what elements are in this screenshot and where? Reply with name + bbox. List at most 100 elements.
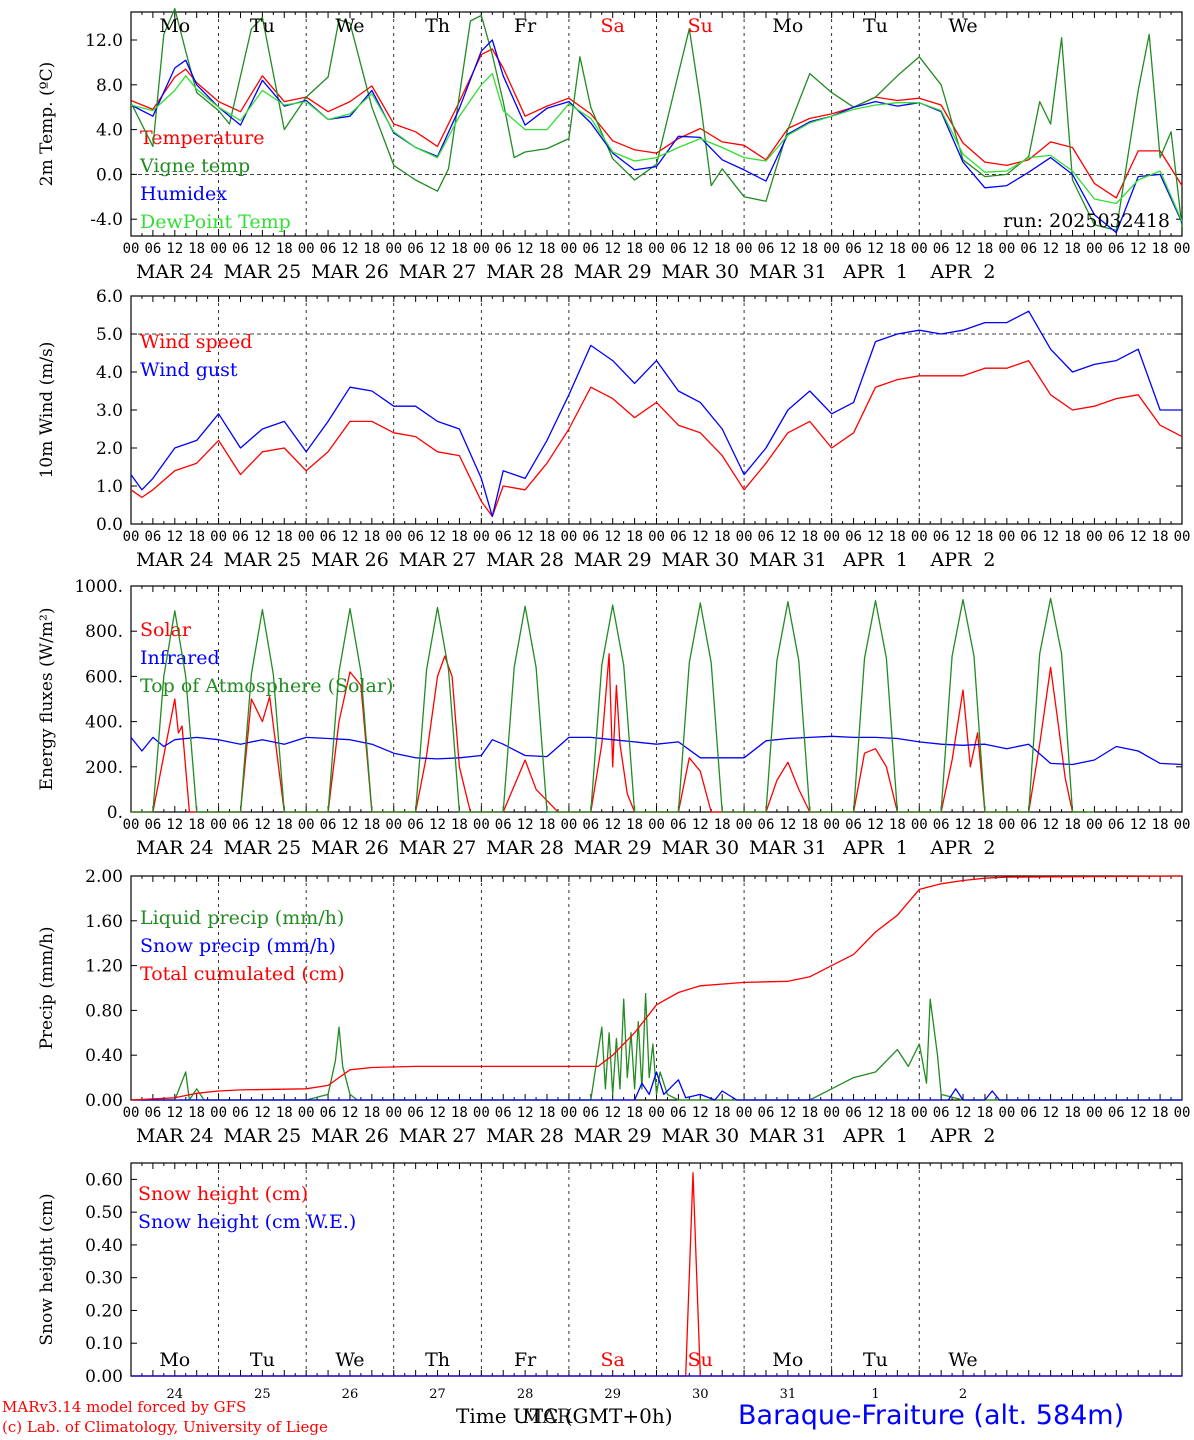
hour-tick-label: 18 bbox=[276, 529, 293, 545]
hour-tick-label: 18 bbox=[889, 817, 906, 833]
hour-tick-label: 12 bbox=[166, 529, 183, 545]
date-label: MAR 31 bbox=[749, 1125, 827, 1147]
date-label: APR 2 bbox=[930, 837, 996, 859]
hour-tick-label: 12 bbox=[1042, 1105, 1059, 1121]
hour-tick-label: 00 bbox=[911, 529, 928, 545]
day-number-label: 24 bbox=[167, 1387, 184, 1402]
date-label: MAR 29 bbox=[574, 1125, 652, 1147]
hour-tick-label: 00 bbox=[473, 241, 490, 257]
date-label: MAR 27 bbox=[399, 261, 477, 283]
day-number-label: 28 bbox=[517, 1387, 534, 1402]
panel-temperature: 12.0 8.0 4.0 0.0 -4.0 2m Temp. (ºC) Temperatur… bbox=[37, 7, 1190, 283]
hour-tick-label: 06 bbox=[407, 529, 424, 545]
date-label: MAR 24 bbox=[136, 261, 214, 283]
y-tick-label: 0.80 bbox=[85, 1001, 123, 1021]
hour-tick-label: 00 bbox=[473, 529, 490, 545]
y-tick-label: 0.50 bbox=[85, 1203, 123, 1223]
hour-tick-label: 00 bbox=[736, 1105, 753, 1121]
hour-tick-label: 18 bbox=[451, 529, 468, 545]
hour-tick-label: 18 bbox=[1152, 1105, 1169, 1121]
hour-tick-label: 12 bbox=[1042, 817, 1059, 833]
hour-tick-label: 18 bbox=[801, 241, 818, 257]
hour-tick-label: 18 bbox=[539, 1105, 556, 1121]
hour-tick-label: 00 bbox=[1174, 1105, 1191, 1121]
weekday-label: Th bbox=[425, 1349, 450, 1371]
hour-tick-label: 12 bbox=[342, 241, 359, 257]
date-label: MAR 24 bbox=[136, 549, 214, 571]
weekday-label: We bbox=[335, 1349, 364, 1371]
hour-tick-label: 12 bbox=[779, 241, 796, 257]
hour-tick-label: 12 bbox=[166, 1105, 183, 1121]
date-label: MAR 28 bbox=[486, 261, 564, 283]
series-line-temperature bbox=[130, 48, 1183, 199]
y-tick-label: -4.0 bbox=[90, 210, 123, 230]
hour-tick-label: 18 bbox=[801, 529, 818, 545]
hour-tick-label: 18 bbox=[801, 817, 818, 833]
hour-tick-label: 06 bbox=[144, 817, 161, 833]
hour-tick-label: 12 bbox=[955, 241, 972, 257]
hour-tick-label: 06 bbox=[670, 817, 687, 833]
hour-tick-label: 00 bbox=[998, 241, 1015, 257]
hour-tick-label: 12 bbox=[517, 817, 534, 833]
hour-tick-label: 06 bbox=[320, 817, 337, 833]
legend-entry: Snow height (cm) bbox=[138, 1183, 308, 1205]
date-label: APR 1 bbox=[842, 261, 908, 283]
hour-tick-label: 18 bbox=[188, 817, 205, 833]
hour-tick-label: 12 bbox=[254, 817, 271, 833]
date-label: APR 2 bbox=[930, 549, 996, 571]
hour-tick-label: 18 bbox=[1152, 241, 1169, 257]
hour-tick-label: 00 bbox=[473, 1105, 490, 1121]
series-line-infrared bbox=[130, 735, 1183, 766]
y-tick-label: 200. bbox=[85, 758, 123, 778]
hour-tick-label: 00 bbox=[1174, 529, 1191, 545]
hour-tick-label: 00 bbox=[823, 241, 840, 257]
hour-tick-label: 06 bbox=[758, 529, 775, 545]
hour-tick-label: 12 bbox=[1130, 241, 1147, 257]
hour-tick-label: 18 bbox=[276, 1105, 293, 1121]
legend-entry: DewPoint Temp bbox=[140, 211, 291, 233]
y-axis-title: Energy fluxes (W/m²) bbox=[37, 608, 57, 791]
date-label: MAR 31 bbox=[749, 261, 827, 283]
hour-tick-label: 12 bbox=[429, 817, 446, 833]
y-tick-label: 0.60 bbox=[85, 1170, 123, 1190]
day-number-label: 26 bbox=[342, 1387, 359, 1402]
y-tick-label: 4.0 bbox=[96, 363, 123, 383]
y-tick-label: 0.0 bbox=[96, 165, 123, 185]
hour-tick-label: 12 bbox=[867, 529, 884, 545]
hour-tick-label: 06 bbox=[933, 529, 950, 545]
hour-tick-label: 06 bbox=[845, 1105, 862, 1121]
y-tick-label: 1000. bbox=[74, 577, 123, 597]
hour-tick-label: 00 bbox=[210, 241, 227, 257]
hour-tick-label: 06 bbox=[320, 241, 337, 257]
hour-tick-label: 06 bbox=[144, 1105, 161, 1121]
hour-tick-label: 00 bbox=[385, 529, 402, 545]
hour-tick-label: 18 bbox=[714, 529, 731, 545]
y-tick-label: 0.30 bbox=[85, 1269, 123, 1289]
y-tick-label: 2.00 bbox=[85, 867, 123, 887]
date-label: MAR 29 bbox=[574, 549, 652, 571]
hour-tick-label: 00 bbox=[736, 529, 753, 545]
hour-tick-label: 06 bbox=[845, 529, 862, 545]
hour-tick-label: 06 bbox=[670, 241, 687, 257]
hour-tick-label: 18 bbox=[1152, 529, 1169, 545]
hour-tick-label: 18 bbox=[714, 817, 731, 833]
legend-entry: Wind speed bbox=[140, 331, 252, 353]
hour-tick-label: 18 bbox=[276, 241, 293, 257]
panel-wind: 6.0 5.0 4.0 3.0 2.0 1.0 0.0 10m Wind (m/s) Wind … bbox=[37, 287, 1190, 571]
weekday-label: Su bbox=[688, 15, 713, 37]
hour-tick-label: 06 bbox=[1108, 529, 1125, 545]
weekday-label: Tu bbox=[863, 15, 888, 37]
lab-credit: (c) Lab. of Climatology, University of L… bbox=[2, 1418, 328, 1436]
weekday-label: Mo bbox=[772, 15, 803, 37]
hour-tick-label: 18 bbox=[714, 241, 731, 257]
y-tick-label: 0.00 bbox=[85, 1367, 123, 1387]
date-label: MAR 30 bbox=[661, 261, 739, 283]
date-label: MAR 29 bbox=[574, 837, 652, 859]
series-line-dewpoint-temp bbox=[130, 72, 1183, 222]
weekday-label: Sa bbox=[601, 1349, 625, 1371]
date-label: MAR 25 bbox=[224, 261, 302, 283]
date-label: APR 2 bbox=[930, 1125, 996, 1147]
hour-tick-label: 18 bbox=[977, 529, 994, 545]
hour-tick-label: 06 bbox=[670, 1105, 687, 1121]
hour-tick-label: 00 bbox=[648, 241, 665, 257]
